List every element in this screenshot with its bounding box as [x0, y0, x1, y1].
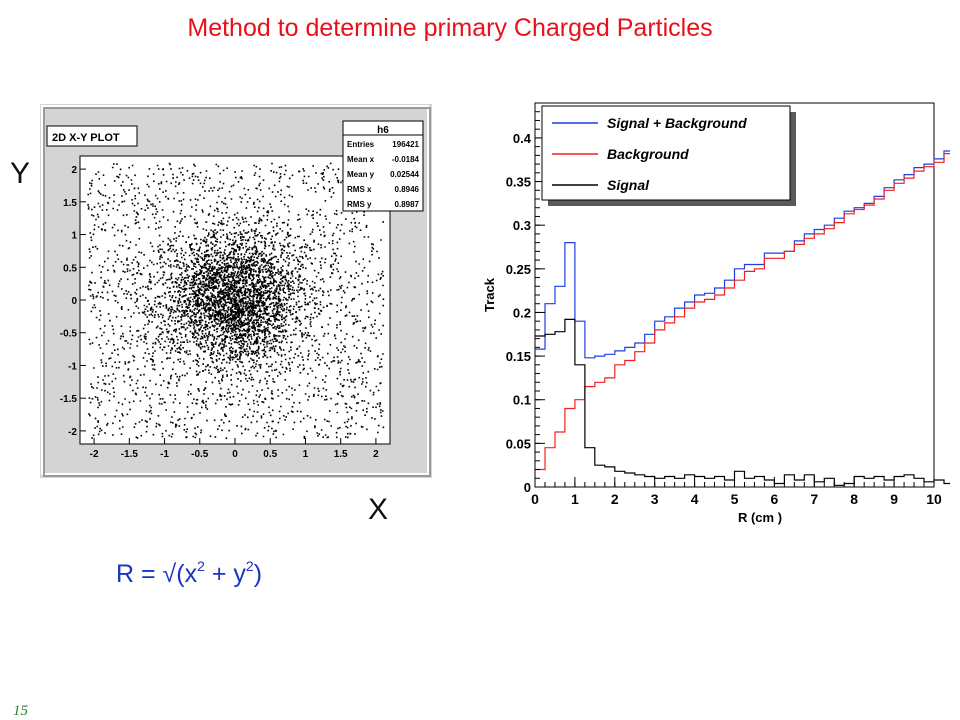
- stats-row-label: RMS x: [347, 185, 372, 194]
- slide-title: Method to determine primary Charged Part…: [187, 14, 713, 42]
- x-tick-label: 3: [651, 491, 659, 507]
- y-tick-label: 0.4: [513, 131, 532, 146]
- x-tick-label: 0: [232, 449, 238, 460]
- x-tick-label: 8: [850, 491, 858, 507]
- stats-row-value: 0.8946: [395, 185, 420, 194]
- y-tick-label: 0.05: [506, 436, 531, 451]
- y-tick-label: -1: [68, 361, 77, 372]
- x-tick-label: 2: [373, 449, 379, 460]
- radius-formula: R = √(x2 + y2): [116, 558, 263, 589]
- x-tick-label: 1: [571, 491, 579, 507]
- y-tick-label: 0.1: [513, 393, 531, 408]
- y-tick-label: 2: [71, 165, 77, 176]
- scatter-title: 2D X-Y PLOT: [52, 132, 120, 144]
- x-tick-label: -0.5: [191, 449, 209, 460]
- y-tick-label: 0: [71, 296, 77, 307]
- stats-row-value: -0.0184: [392, 155, 420, 164]
- y-tick-label: 0.5: [63, 263, 77, 274]
- formula-end: ): [253, 560, 263, 588]
- y-axis-letter: Y: [10, 157, 31, 190]
- y-axis-ticks: 0 0.05 0.1 0.15 0.2 0.25 0.3 0.35 0.4: [506, 111, 545, 495]
- x-axis-ticks: 0 1 2 3 4 5 6 7 8 9 10: [531, 477, 942, 507]
- x-tick-label: 1.5: [334, 449, 348, 460]
- x-tick-label: 10: [926, 491, 942, 507]
- x-tick-label: 0.5: [263, 449, 277, 460]
- scatter-plot-2d: -2 -1.5 -1 -0.5 0 0.5 1 1.5 2 2 1.5 1 0.5 0 -0.5 -1 -1.…: [40, 104, 432, 478]
- y-tick-label: -1.5: [60, 394, 78, 405]
- y-tick-label: -2: [68, 427, 77, 438]
- y-tick-label: 0: [524, 480, 531, 495]
- y-tick-label: 0.3: [513, 218, 531, 233]
- histogram-x-label: R (cm ): [738, 510, 782, 525]
- y-tick-label: 0.25: [506, 262, 531, 277]
- legend-items: Signal + Background Background Signal: [552, 115, 747, 193]
- formula-exponent-y: 2: [245, 558, 254, 574]
- x-tick-label: -2: [90, 449, 99, 460]
- y-tick-label: 0.15: [506, 349, 531, 364]
- histogram-y-label: Track: [482, 277, 497, 312]
- stats-row-label: Entries: [347, 140, 375, 149]
- legend-label: Signal + Background: [607, 115, 747, 131]
- legend-label: Signal: [607, 177, 650, 193]
- scatter-title-box: [46, 125, 138, 147]
- x-tick-label: 9: [890, 491, 898, 507]
- y-tick-label: 0.35: [506, 175, 531, 190]
- y-tick-label: -0.5: [60, 329, 78, 340]
- page-number: 15: [13, 703, 28, 719]
- series-line-signal: [535, 318, 950, 486]
- y-tick-label: 1.5: [63, 198, 77, 209]
- stats-row-label: Mean x: [347, 155, 375, 164]
- x-tick-label: 7: [810, 491, 818, 507]
- stats-row-value: 196421: [392, 140, 419, 149]
- histogram-series: [535, 150, 950, 486]
- canvas-bevel-light: [41, 105, 429, 475]
- canvas-bevel-dark: [43, 107, 431, 477]
- stats-rows: Entries 196421 Mean x -0.0184 Mean y 0.02544 R…: [347, 140, 420, 209]
- legend-label: Background: [607, 146, 689, 162]
- scatter-points: [87, 162, 385, 439]
- y-tick-label: 1: [71, 231, 77, 242]
- stats-box-frame: [342, 120, 424, 212]
- series-line-background: [535, 153, 950, 471]
- stats-row-label: Mean y: [347, 170, 375, 179]
- stats-box: h6 Entries 196421 Mean x -0.0184 Mean y 0.025…: [342, 120, 424, 212]
- stats-row-label: RMS y: [347, 200, 372, 209]
- x-tick-label: 5: [731, 491, 739, 507]
- track-vs-r-histogram: 0 1 2 3 4 5 6 7 8 9 10 00.050.10.150.20.250.30.350…: [482, 102, 950, 525]
- x-tick-label: 1: [303, 449, 309, 460]
- stats-box-name: h6: [377, 125, 389, 136]
- stats-row-value: 0.02544: [390, 170, 419, 179]
- formula-lhs: R = √(x: [116, 560, 198, 588]
- x-tick-label: -1: [160, 449, 169, 460]
- y-axis-ticks: 2 1.5 1 0.5 0 -0.5 -1 -1.5 -2: [60, 165, 86, 438]
- formula-exponent-x: 2: [197, 558, 205, 574]
- x-axis-letter: X: [368, 493, 389, 526]
- formula-middle: + y: [204, 560, 246, 588]
- histogram-legend: Signal + Background Background Signal: [541, 105, 796, 206]
- stats-row-value: 0.8987: [395, 200, 420, 209]
- x-axis-ticks: -2 -1.5 -1 -0.5 0 0.5 1 1.5 2: [90, 438, 379, 460]
- x-tick-label: 6: [771, 491, 779, 507]
- x-tick-label: 4: [691, 491, 699, 507]
- y-tick-label: 0.2: [513, 305, 531, 320]
- x-tick-label: 0: [531, 491, 539, 507]
- scatter-point-cloud: [87, 162, 385, 439]
- x-tick-label: 2: [611, 491, 619, 507]
- x-tick-label: -1.5: [121, 449, 139, 460]
